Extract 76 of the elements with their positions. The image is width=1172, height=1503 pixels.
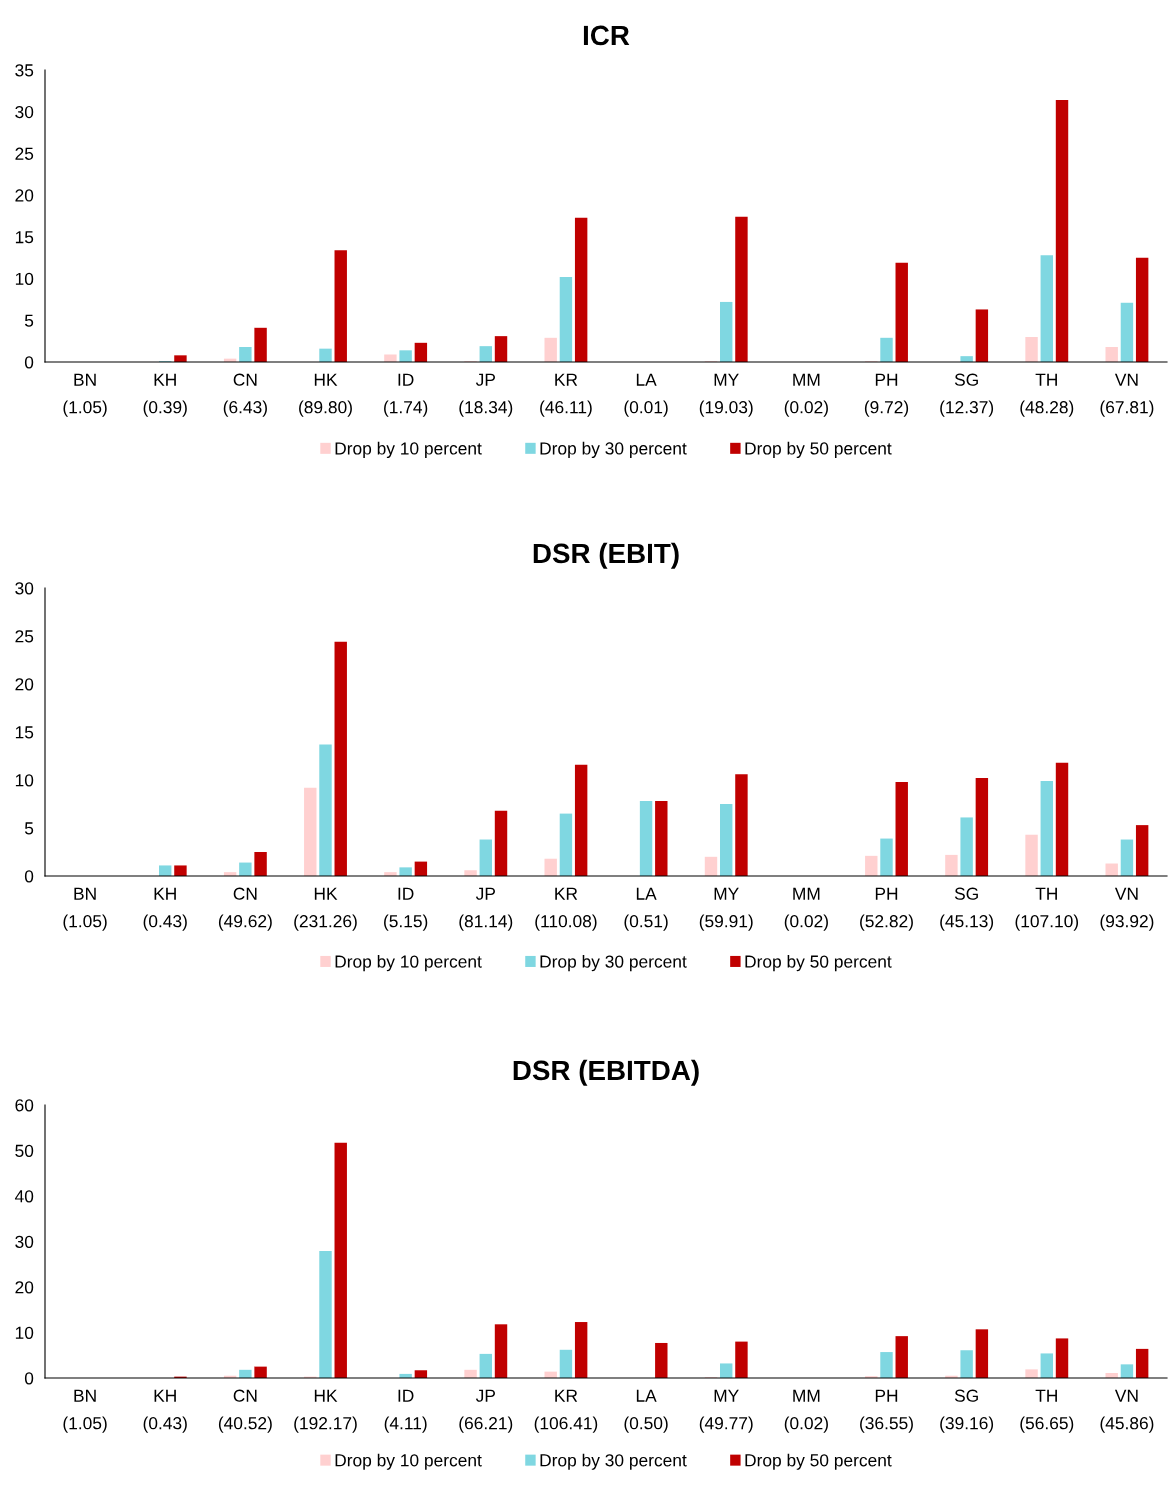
y-tick-label: 10 bbox=[15, 272, 34, 286]
y-tick-label: 25 bbox=[15, 147, 34, 160]
x-tick-label: TH (107.10) bbox=[1015, 887, 1079, 931]
legend-label: Drop by 50 percent bbox=[745, 954, 892, 972]
x-tick-label: PH (9.72) bbox=[864, 373, 909, 417]
y-tick-label: 15 bbox=[15, 726, 34, 739]
y-tick-label: 60 bbox=[15, 1099, 34, 1112]
x-tick-label: VN (93.92) bbox=[1100, 887, 1154, 931]
y-tick-label: 0 bbox=[24, 356, 34, 369]
x-tick-label: BN (1.05) bbox=[63, 1389, 107, 1433]
chart-title: ICR bbox=[583, 25, 630, 46]
x-tick-label: ID (5.15) bbox=[384, 887, 428, 931]
x-tick-label: MM (0.02) bbox=[784, 1389, 828, 1433]
y-tick-label: 25 bbox=[15, 630, 34, 643]
chart-title: DSR (EBITDA) bbox=[513, 1059, 699, 1086]
x-tick-label: VN (67.81) bbox=[1100, 373, 1154, 417]
x-tick-label: KH (0.39) bbox=[143, 373, 187, 417]
y-tick-label: 0 bbox=[24, 870, 34, 883]
y-tick-label: 50 bbox=[15, 1144, 34, 1157]
x-tick-label: BN (1.05) bbox=[63, 373, 107, 417]
y-tick-label: 35 bbox=[15, 64, 34, 77]
x-tick-label: KR (46.11) bbox=[540, 373, 592, 417]
legend-label: Drop by 50 percent bbox=[745, 441, 892, 459]
x-tick-label: MY (59.91) bbox=[699, 887, 753, 931]
y-tick-label: 0 bbox=[24, 1372, 34, 1385]
y-tick-label: 20 bbox=[15, 1281, 34, 1294]
legend-label: Drop by 10 percent bbox=[335, 441, 482, 459]
x-tick-label: CN (49.62) bbox=[218, 887, 272, 931]
x-tick-label: VN (45.86) bbox=[1100, 1389, 1154, 1433]
legend-label: Drop by 30 percent bbox=[540, 1453, 687, 1470]
x-tick-label: LA (0.51) bbox=[624, 887, 668, 931]
y-tick-label: 5 bbox=[24, 314, 34, 327]
x-tick-label: TH (48.28) bbox=[1020, 373, 1074, 417]
x-tick-label: PH (36.55) bbox=[860, 1389, 913, 1433]
y-tick-label: 30 bbox=[15, 1235, 34, 1248]
x-tick-label: KR (106.41) bbox=[534, 1389, 598, 1433]
x-tick-label: MY (49.77) bbox=[699, 1389, 753, 1433]
x-tick-label: JP (81.14) bbox=[459, 887, 513, 931]
x-tick-label: CN (6.43) bbox=[223, 373, 267, 417]
x-tick-label: HK (192.17) bbox=[294, 1389, 357, 1433]
y-tick-label: 40 bbox=[14, 1190, 34, 1203]
legend-label: Drop by 10 percent bbox=[335, 1453, 482, 1470]
y-tick-label: 20 bbox=[15, 678, 34, 691]
y-tick-label: 10 bbox=[15, 1326, 34, 1339]
y-tick-label: 30 bbox=[15, 582, 34, 595]
legend-label: Drop by 30 percent bbox=[540, 441, 687, 459]
legend-label: Drop by 30 percent bbox=[540, 954, 687, 972]
x-tick-label: MY (19.03) bbox=[699, 373, 753, 417]
x-tick-label: BN (1.05) bbox=[63, 887, 107, 931]
x-tick-label: SG (12.37) bbox=[940, 373, 994, 417]
y-tick-label: 20 bbox=[15, 189, 34, 202]
y-tick-label: 10 bbox=[15, 774, 34, 787]
x-tick-label: MM (0.02) bbox=[784, 373, 828, 417]
x-tick-label: SG (39.16) bbox=[940, 1389, 994, 1433]
x-tick-label: HK (89.80) bbox=[299, 373, 352, 417]
x-tick-label: PH (52.82) bbox=[860, 887, 913, 931]
legend-label: Drop by 50 percent bbox=[745, 1453, 892, 1470]
x-tick-label: LA (0.50) bbox=[624, 1389, 668, 1433]
x-tick-label: CN (40.52) bbox=[218, 1389, 272, 1433]
y-tick-label: 15 bbox=[15, 231, 34, 244]
y-tick-label: 5 bbox=[24, 822, 34, 835]
x-tick-label: SG (45.13) bbox=[940, 887, 994, 931]
x-tick-label: JP (66.21) bbox=[459, 1389, 513, 1433]
x-tick-label: ID (4.11) bbox=[384, 1389, 427, 1433]
legend-label: Drop by 10 percent bbox=[335, 954, 482, 972]
x-tick-label: TH (56.65) bbox=[1020, 1389, 1074, 1433]
x-tick-label: KH (0.43) bbox=[143, 887, 187, 931]
y-tick-label: 30 bbox=[15, 105, 34, 119]
x-tick-label: KR (110.08) bbox=[535, 887, 597, 931]
x-tick-label: LA (0.01) bbox=[624, 373, 668, 417]
x-tick-label: KH (0.43) bbox=[143, 1389, 187, 1433]
x-tick-label: MM (0.02) bbox=[784, 887, 828, 931]
x-tick-label: ID (1.74) bbox=[384, 373, 428, 417]
x-tick-label: JP (18.34) bbox=[459, 373, 513, 417]
chart-title: DSR (EBIT) bbox=[533, 542, 679, 569]
x-tick-label: HK (231.26) bbox=[294, 887, 357, 931]
